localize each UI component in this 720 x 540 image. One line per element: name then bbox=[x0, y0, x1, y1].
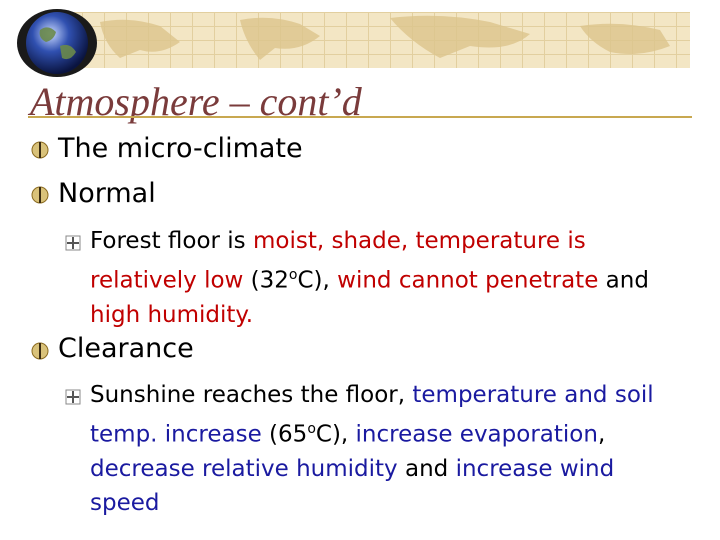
highlight-blue: increase evaporation bbox=[355, 421, 598, 448]
normal-description: Forest floor is moist, shade, temperatur… bbox=[90, 224, 690, 332]
highlight-red: wind cannot penetrate bbox=[337, 267, 599, 294]
text-fragment: C), bbox=[297, 267, 338, 294]
text-fragment: Sunshine reaches the floor, bbox=[90, 382, 413, 408]
sub-bullet-icon bbox=[65, 235, 81, 251]
world-map-strip bbox=[60, 12, 690, 68]
world-map-icon bbox=[100, 15, 670, 60]
bullet-icon bbox=[31, 342, 49, 360]
highlight-blue: temperature and soil temp. increase bbox=[90, 382, 654, 448]
highlight-red: moist, shade, temperature is relatively … bbox=[90, 228, 586, 294]
bullet-icon bbox=[31, 141, 49, 159]
header-banner bbox=[0, 0, 720, 80]
text-fragment: Forest floor is bbox=[90, 228, 253, 254]
text-fragment: and bbox=[397, 455, 456, 482]
bullet-micro-climate: The micro-climate bbox=[58, 133, 303, 164]
text-fragment: and bbox=[598, 267, 649, 294]
text-fragment: C), bbox=[315, 421, 356, 448]
title-divider bbox=[28, 116, 692, 118]
bullet-normal: Normal bbox=[58, 178, 156, 209]
bullet-clearance: Clearance bbox=[58, 333, 194, 364]
clearance-description: Sunshine reaches the floor, temperature … bbox=[90, 378, 690, 520]
highlight-red: high humidity. bbox=[90, 301, 254, 328]
highlight-blue: decrease relative humidity bbox=[90, 455, 398, 482]
bullet-icon bbox=[31, 186, 49, 204]
globe-icon bbox=[17, 9, 97, 77]
text-fragment: (32 bbox=[243, 267, 289, 294]
degree-mark: o bbox=[288, 267, 298, 283]
sub-bullet-icon bbox=[65, 389, 81, 405]
text-fragment: (65 bbox=[261, 421, 308, 448]
text-fragment: , bbox=[597, 421, 606, 448]
highlight-blue: increase wind speed bbox=[90, 455, 615, 516]
degree-mark: o bbox=[307, 421, 316, 437]
